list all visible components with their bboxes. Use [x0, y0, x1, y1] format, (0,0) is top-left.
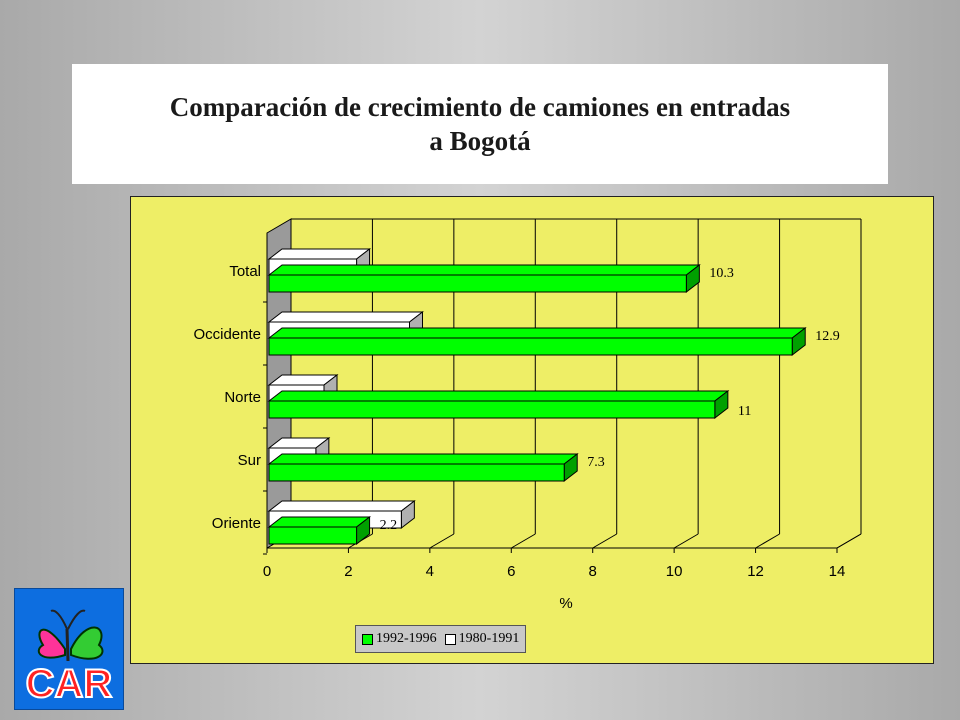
- bar-1992-total-front: [268, 274, 687, 293]
- bar-1992-sur-top: [267, 453, 579, 465]
- logo-graphic: CAR: [25, 609, 113, 707]
- bar-1992-sur: [267, 452, 579, 483]
- floor-right-edge: [836, 533, 862, 549]
- data-label-oriente: 2.2: [380, 518, 398, 533]
- data-label-sur: 7.3: [587, 455, 605, 470]
- legend-label-1992: 1992-1996: [376, 631, 437, 646]
- bar-1992-oriente: [267, 515, 372, 546]
- slide-title: Comparación de crecimiento de camiones e…: [169, 92, 791, 156]
- x-tick-label: 4: [426, 563, 434, 580]
- bar-1992-total: [267, 263, 701, 294]
- gridline-floor: [511, 533, 536, 549]
- bar-1992-oriente-front: [268, 526, 358, 545]
- category-label-oriente: Oriente: [212, 515, 261, 532]
- x-tick-label: 12: [747, 563, 764, 580]
- bar-chart: 0 2 4 6 8 10 12 14% 10.3 Total 12.9 Occidente 11 Nort…: [193, 218, 862, 612]
- bar-1992-total-top: [267, 264, 701, 276]
- legend-item-1992: 1992-1996: [362, 631, 437, 647]
- bar-1992-norte-front: [268, 400, 716, 419]
- bar-1992-occidente-top: [267, 327, 807, 339]
- chart-panel: 0 2 4 6 8 10 12 14% 10.3 Total 12.9 Occidente 11 Nort…: [130, 196, 934, 664]
- x-axis-label: %: [559, 595, 572, 612]
- legend-swatch-1992: [362, 633, 373, 645]
- x-tick-label: 14: [829, 563, 846, 580]
- gridline-floor: [592, 533, 617, 549]
- x-tick-label: 8: [589, 563, 597, 580]
- bar-1992-occidente-front: [268, 337, 793, 356]
- gridline-floor: [755, 533, 780, 549]
- data-label-total: 10.3: [709, 266, 734, 281]
- legend-swatch-1980: [444, 633, 456, 645]
- bar-1992-oriente-top: [267, 516, 372, 528]
- title-box: Comparación de crecimiento de camiones e…: [72, 64, 888, 184]
- legend-label-1980: 1980-1991: [458, 631, 520, 646]
- car-logo: CAR: [14, 588, 124, 710]
- legend-item-1980: 1980-1991: [444, 631, 520, 647]
- category-label-occidente: Occidente: [193, 326, 261, 343]
- x-tick-label: 6: [507, 563, 515, 580]
- bar-1992-occidente: [267, 326, 807, 357]
- gridline-floor: [673, 533, 699, 549]
- x-tick-label: 0: [263, 563, 271, 580]
- x-tick-label: 10: [666, 563, 683, 580]
- gridline-floor: [429, 533, 455, 549]
- category-label-norte: Norte: [224, 389, 261, 406]
- data-label-occidente: 12.9: [815, 329, 840, 344]
- x-tick-label: 2: [344, 563, 352, 580]
- data-label-norte: 11: [738, 404, 751, 419]
- bar-1992-norte-top: [267, 390, 730, 402]
- bar-1980-occidente-top: [267, 311, 424, 323]
- bar-1980-total-top: [267, 248, 372, 260]
- logo-text: CAR: [26, 662, 113, 706]
- butterfly-icon: [37, 609, 104, 662]
- chart-legend: 1992-1996 1980-1991: [355, 625, 527, 653]
- category-label-total: Total: [229, 263, 261, 280]
- bar-1992-sur-front: [268, 463, 565, 482]
- category-label-sur: Sur: [238, 452, 261, 469]
- bar-1992-norte: [267, 389, 730, 420]
- bar-1980-oriente-top: [267, 500, 416, 512]
